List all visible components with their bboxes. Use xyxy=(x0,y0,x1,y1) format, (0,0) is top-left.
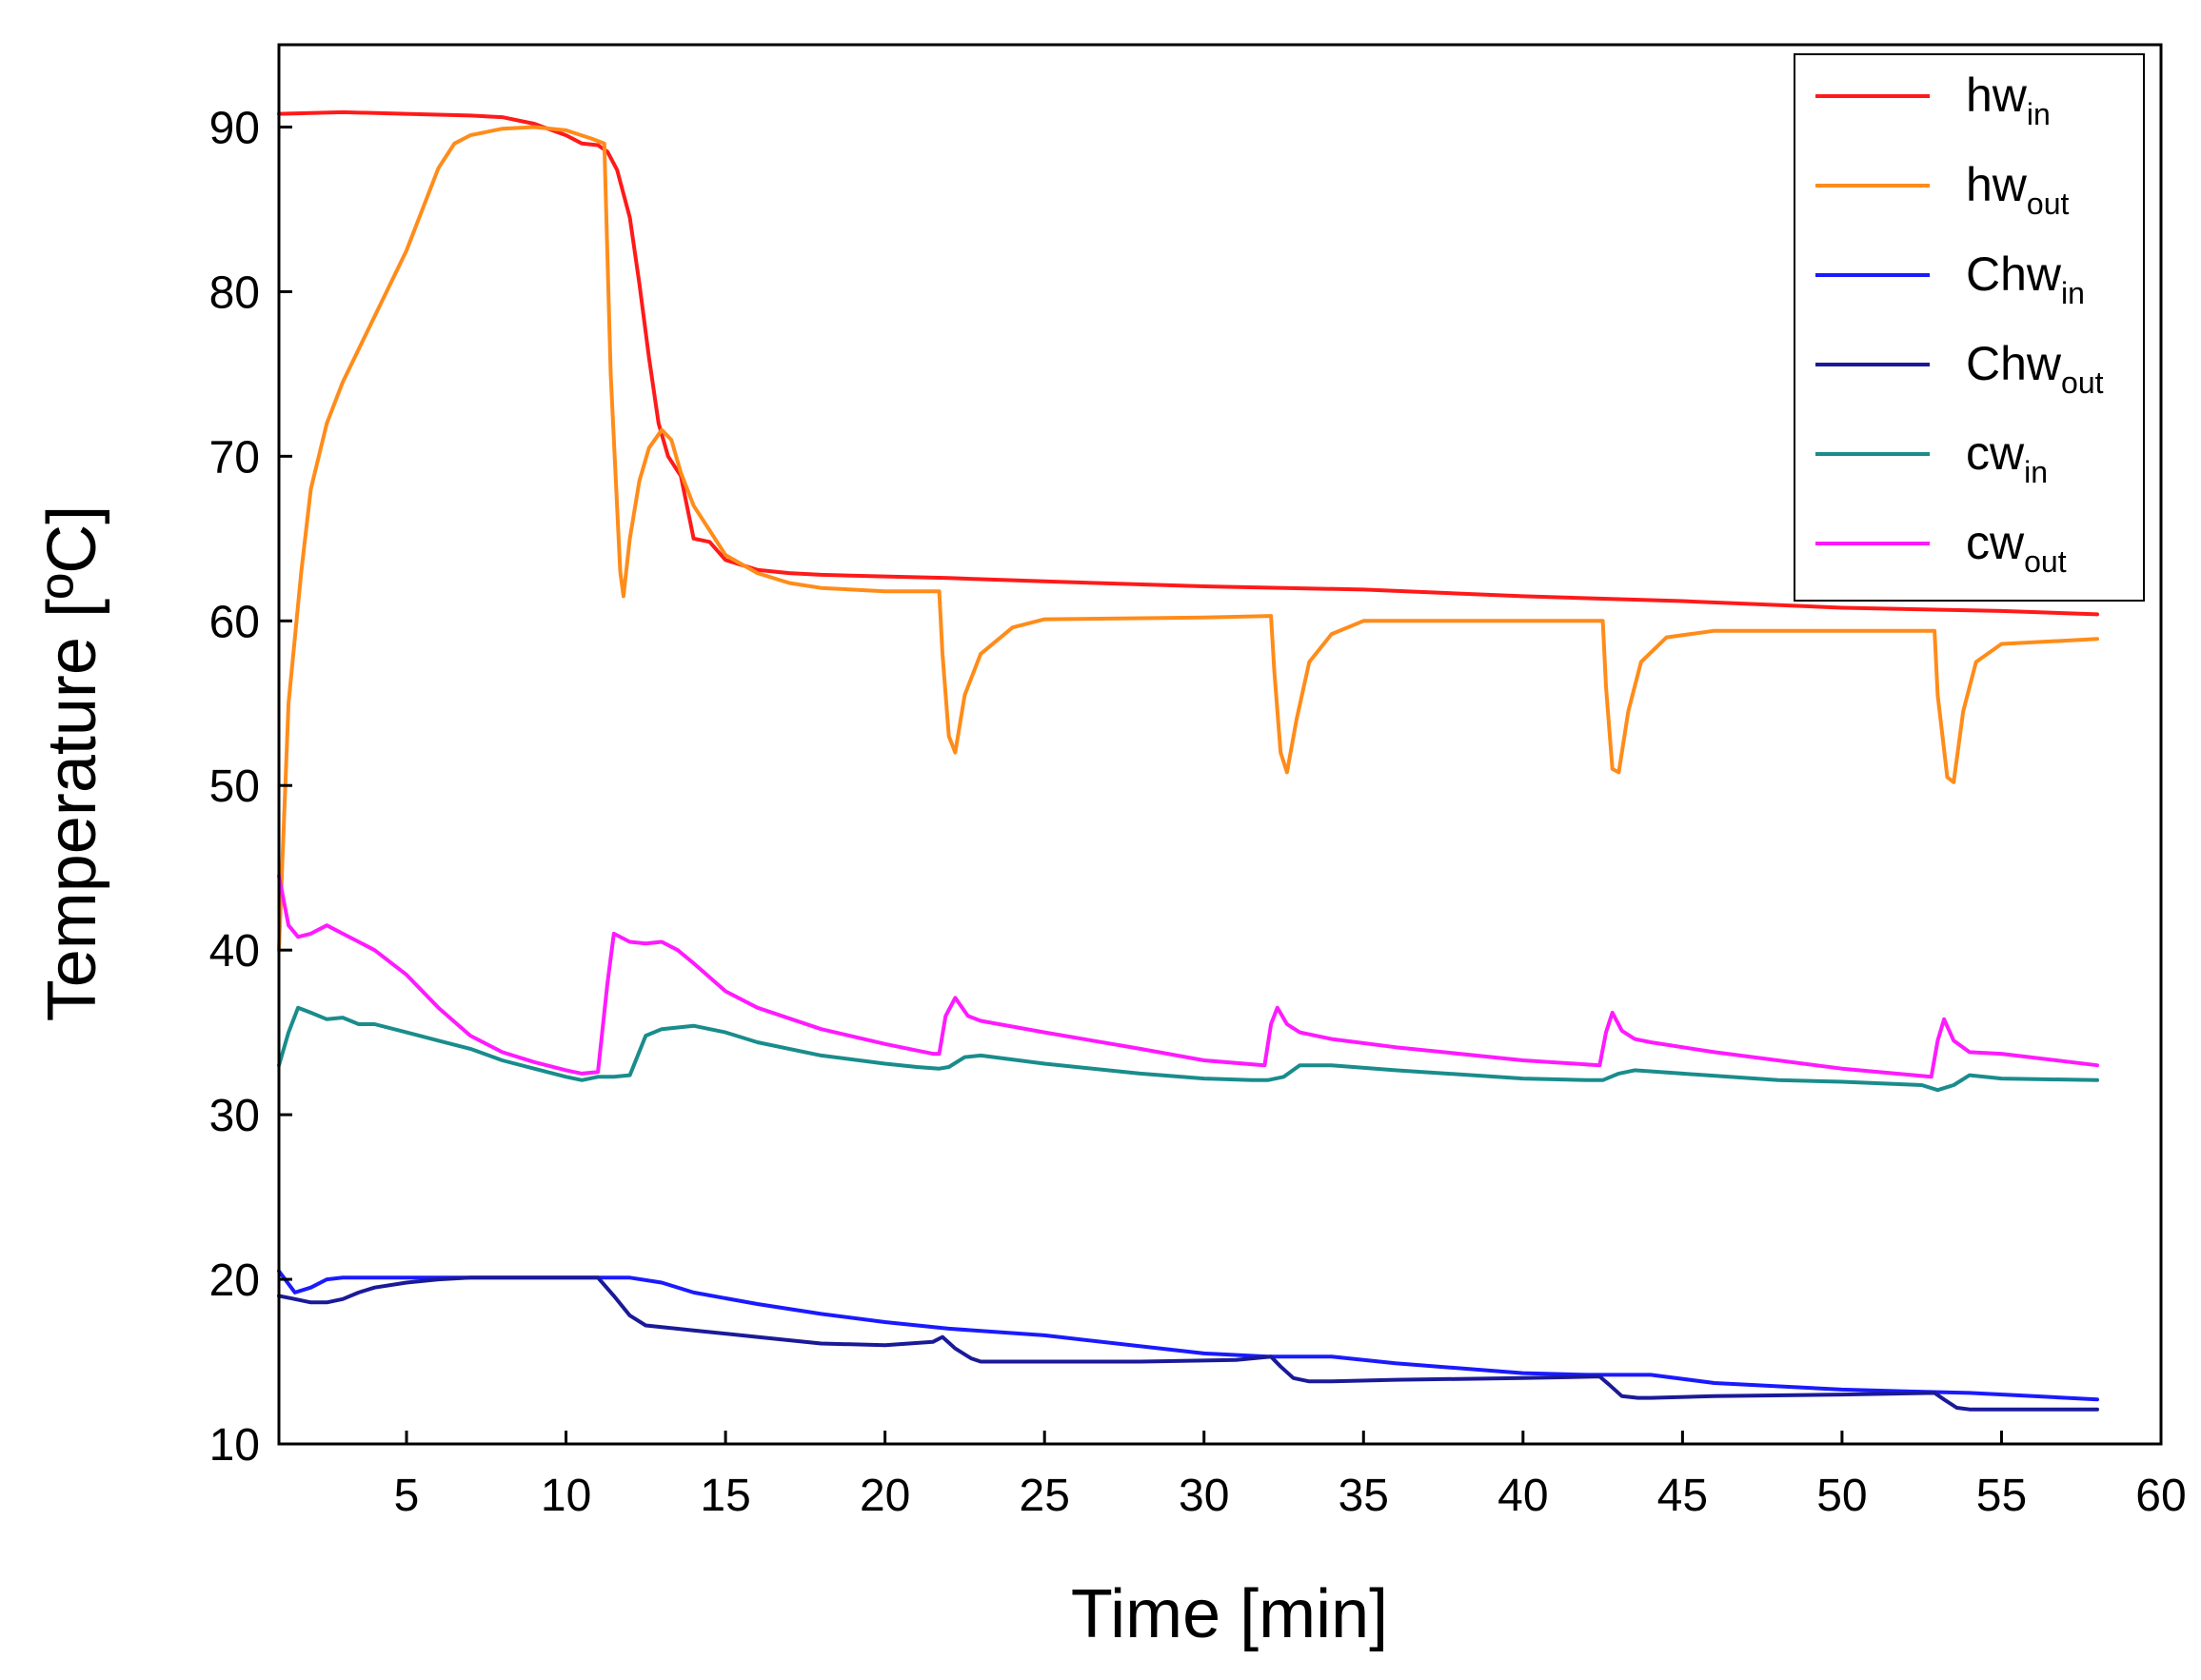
legend-label-chw-in: Chwin xyxy=(1966,247,2085,310)
x-tick-label: 5 xyxy=(394,1471,420,1521)
axes-layer: 5 10 15 20 25 30 35 40 45 50 55 60 10 20 30 40 50 60 70 80 9… xyxy=(209,103,2187,1521)
x-tick-label: 15 xyxy=(700,1471,750,1521)
x-tick-label: 25 xyxy=(1020,1471,1070,1521)
x-tick-label: 45 xyxy=(1657,1471,1708,1521)
legend-label-hw-out: hwout xyxy=(1966,158,2070,221)
x-tick-label: 20 xyxy=(860,1471,910,1521)
y-tick-label: 10 xyxy=(209,1420,260,1471)
y-tick-label: 30 xyxy=(209,1091,260,1141)
series-line-cw-out xyxy=(277,874,2099,1079)
y-tick-label: 80 xyxy=(209,267,260,318)
x-tick-label: 50 xyxy=(1816,1471,1867,1521)
series-line-chw-in xyxy=(277,1269,2099,1402)
legend-label-cw-in: cwin xyxy=(1966,426,2048,489)
x-tick-label: 10 xyxy=(541,1471,591,1521)
y-tick-label: 40 xyxy=(209,926,260,977)
series-line-cw-in xyxy=(277,1005,2099,1093)
legend-label-chw-out: Chwout xyxy=(1966,337,2104,400)
legend: hwin hwout Chwin Chwout cwin cwout xyxy=(1794,53,2145,602)
x-axis-title: Time [min] xyxy=(1071,1576,1388,1652)
x-tick-label: 35 xyxy=(1338,1471,1389,1521)
plot-area-frame xyxy=(277,43,2163,1446)
x-tick-label: 60 xyxy=(2135,1471,2186,1521)
y-axis-title: Temperature [ºC] xyxy=(34,505,110,1022)
series-line-hw-out xyxy=(277,125,2099,953)
y-tick-label: 20 xyxy=(209,1255,260,1306)
y-tick-label: 90 xyxy=(209,103,260,153)
x-tick-label: 55 xyxy=(1976,1471,2027,1521)
series-layer xyxy=(277,109,2099,1412)
legend-box xyxy=(1794,53,2145,602)
y-tick-label: 50 xyxy=(209,761,260,812)
series-line-chw-out xyxy=(277,1275,2099,1412)
x-tick-label: 30 xyxy=(1179,1471,1229,1521)
y-tick-label: 60 xyxy=(209,597,260,647)
legend-label-cw-out: cwout xyxy=(1966,516,2067,579)
legend-label-hw-in: hwin xyxy=(1966,69,2051,131)
x-tick-label: 40 xyxy=(1497,1471,1548,1521)
y-tick-label: 70 xyxy=(209,432,260,483)
